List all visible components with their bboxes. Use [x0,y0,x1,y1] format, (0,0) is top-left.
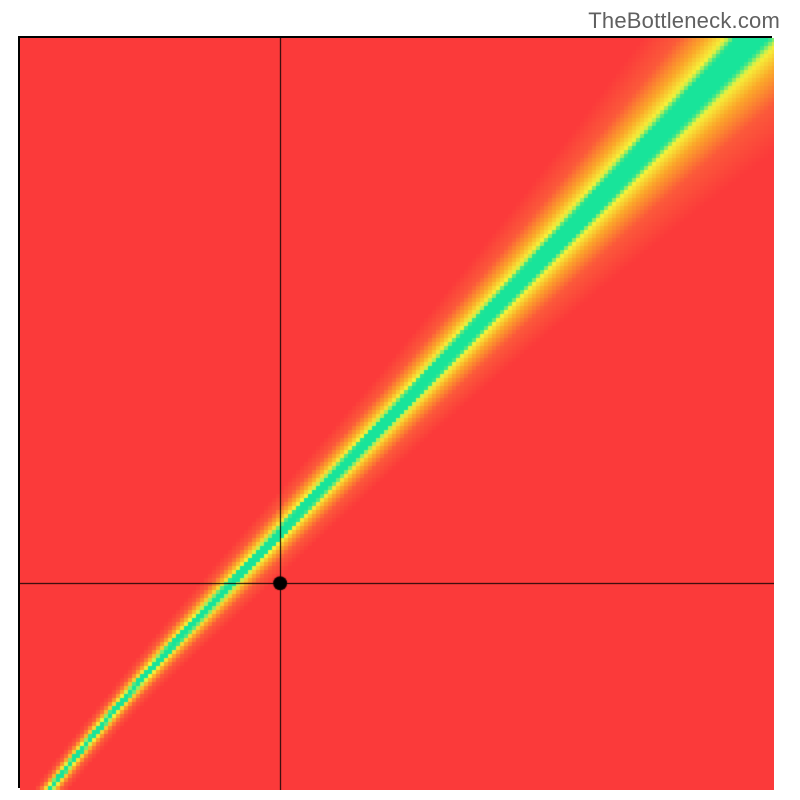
chart-container: TheBottleneck.com [0,0,800,800]
crosshair-overlay [20,38,774,790]
plot-frame [18,36,772,788]
watermark-text: TheBottleneck.com [588,8,780,34]
